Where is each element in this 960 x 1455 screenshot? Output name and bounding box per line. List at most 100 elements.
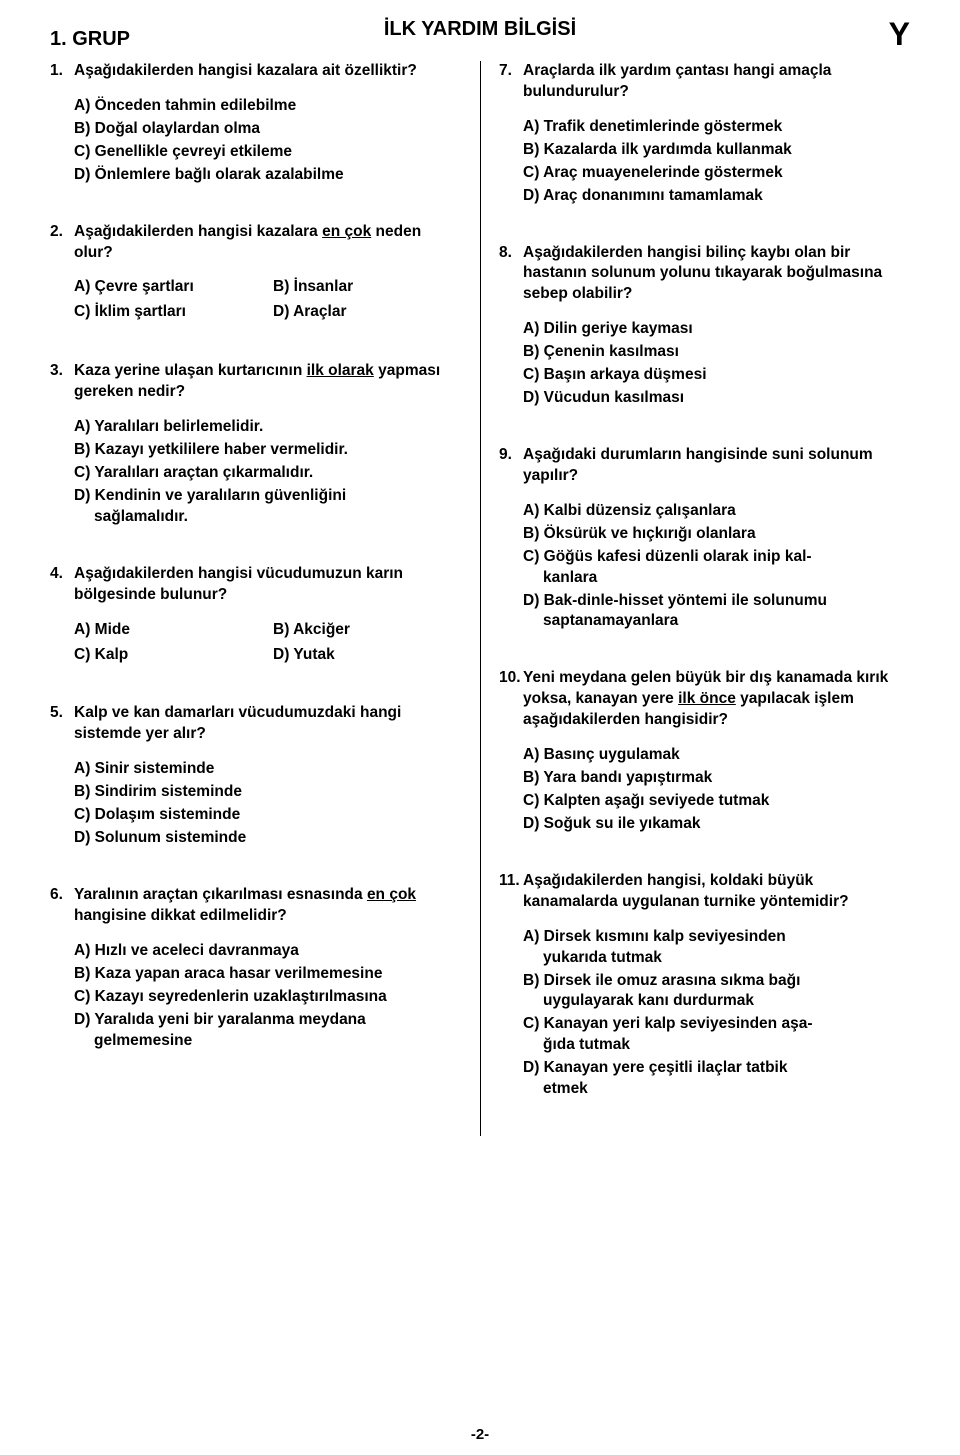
option-c: C) Göğüs kafesi düzenli olarak inip kal-… — [523, 547, 910, 589]
q-text: Kalp ve kan damarları vücudumuzdaki hang… — [74, 703, 462, 745]
option-d: D) Solunum sisteminde — [74, 828, 462, 849]
columns: 1. Aşağıdakilerden hangisi kazalara ait … — [50, 61, 910, 1136]
option-a: A) Mide — [74, 620, 263, 641]
page-number: -2- — [471, 1426, 489, 1443]
q-num: 3. — [50, 361, 74, 382]
option-c: C) İklim şartları — [74, 302, 263, 323]
q-num: 6. — [50, 885, 74, 906]
q-num: 10. — [499, 668, 523, 689]
q-text: Aşağıdaki durumların hangisinde suni sol… — [523, 445, 910, 487]
opt-d-main: D) Bak-dinle-hisset yöntemi ile solunumu — [523, 592, 827, 609]
option-a: A) Dirsek kısmını kalp seviyesinden yuka… — [523, 927, 910, 969]
q-num: 1. — [50, 61, 74, 82]
option-c: C) Araç muayenelerinde göstermek — [523, 163, 910, 184]
option-a: A) Dilin geriye kayması — [523, 319, 910, 340]
opt-d-main: D) Yaralıda yeni bir yaralanma meydana — [74, 1011, 366, 1028]
question-10: 10. Yeni meydana gelen büyük bir dış kan… — [499, 668, 910, 834]
page-header: 1. GRUP İLK YARDIM BİLGİSİ Y — [50, 18, 910, 51]
option-a: A) Kalbi düzensiz çalışanlara — [523, 501, 910, 522]
option-b: B) Kazayı yetkililere haber vermelidir. — [74, 440, 462, 461]
header-letter: Y — [889, 18, 910, 50]
header-title: İLK YARDIM BİLGİSİ — [384, 18, 576, 41]
opt-b-sub: uygulayarak kanı durdurmak — [523, 991, 910, 1012]
option-d: D) Önlemlere bağlı olarak azalabilme — [74, 165, 462, 186]
option-d: D) Yaralıda yeni bir yaralanma meydana g… — [74, 1010, 462, 1052]
option-b: B) Sindirim sisteminde — [74, 782, 462, 803]
q-text-underline: ilk önce — [678, 690, 736, 707]
q-text-pre: Aşağıdakilerden hangisi kazalara — [74, 223, 322, 240]
option-d: D) Araçlar — [273, 302, 462, 323]
opt-d-sub: sağlamalıdır. — [74, 507, 462, 528]
question-1: 1. Aşağıdakilerden hangisi kazalara ait … — [50, 61, 462, 186]
option-b: B) Yara bandı yapıştırmak — [523, 768, 910, 789]
q-num: 4. — [50, 564, 74, 585]
opt-c-main: C) Göğüs kafesi düzenli olarak inip kal- — [523, 548, 812, 565]
opt-d-main: D) Kendinin ve yaralıların güvenliğini — [74, 487, 346, 504]
option-b: B) Akciğer — [273, 620, 462, 641]
q-num: 5. — [50, 703, 74, 724]
options: A) Çevre şartları B) İnsanlar C) İklim ş… — [50, 277, 462, 325]
q-text: Yaralının araçtan çıkarılması esnasında … — [74, 885, 462, 927]
option-a: A) Yaralıları belirlemelidir. — [74, 417, 462, 438]
options: A) Sinir sisteminde B) Sindirim sistemin… — [50, 759, 462, 849]
opt-c-sub: kanlara — [523, 568, 910, 589]
q-text: Aşağıdakilerden hangisi vücudumuzun karı… — [74, 564, 462, 606]
q-num: 7. — [499, 61, 523, 82]
option-c: C) Genellikle çevreyi etkileme — [74, 142, 462, 163]
q-text: Kaza yerine ulaşan kurtarıcının ilk olar… — [74, 361, 462, 403]
option-d: D) Bak-dinle-hisset yöntemi ile solunumu… — [523, 591, 910, 633]
option-a: A) Sinir sisteminde — [74, 759, 462, 780]
page: 1. GRUP İLK YARDIM BİLGİSİ Y 1. Aşağıdak… — [0, 0, 960, 1455]
option-b: B) Kazalarda ilk yardımda kullanmak — [523, 140, 910, 161]
option-c: C) Kanayan yeri kalp seviyesinden aşa- ğ… — [523, 1014, 910, 1056]
option-d: D) Yutak — [273, 645, 462, 666]
q-text-underline: en çok — [367, 886, 416, 903]
options: A) Trafik denetimlerinde göstermek B) Ka… — [499, 117, 910, 207]
option-b: B) Doğal olaylardan olma — [74, 119, 462, 140]
option-c: C) Dolaşım sisteminde — [74, 805, 462, 826]
question-2: 2. Aşağıdakilerden hangisi kazalara en ç… — [50, 222, 462, 326]
opt-a-sub: yukarıda tutmak — [523, 948, 910, 969]
question-9: 9. Aşağıdaki durumların hangisinde suni … — [499, 445, 910, 632]
q-text-underline: en çok — [322, 223, 371, 240]
option-c: C) Yaralıları araçtan çıkarmalıdır. — [74, 463, 462, 484]
options: A) Dilin geriye kayması B) Çenenin kasıl… — [499, 319, 910, 409]
opt-d-main: D) Kanayan yere çeşitli ilaçlar tatbik — [523, 1059, 787, 1076]
q-text-pre: Kaza yerine ulaşan kurtarıcının — [74, 362, 307, 379]
question-11: 11. Aşağıdakilerden hangisi, koldaki büy… — [499, 871, 910, 1100]
q-num: 11. — [499, 871, 523, 892]
options: A) Dirsek kısmını kalp seviyesinden yuka… — [499, 927, 910, 1100]
header-group: 1. GRUP — [50, 28, 130, 51]
opt-c-main: C) Kanayan yeri kalp seviyesinden aşa- — [523, 1015, 812, 1032]
question-3: 3. Kaza yerine ulaşan kurtarıcının ilk o… — [50, 361, 462, 527]
opt-d-sub: etmek — [523, 1079, 910, 1100]
opt-d-sub: saptanamayanlara — [523, 611, 910, 632]
question-4: 4. Aşağıdakilerden hangisi vücudumuzun k… — [50, 564, 462, 668]
opt-c-sub: ğıda tutmak — [523, 1035, 910, 1056]
options: A) Yaralıları belirlemelidir. B) Kazayı … — [50, 417, 462, 528]
option-c: C) Kalp — [74, 645, 263, 666]
q-text-pre: Yaralının araçtan çıkarılması esnasında — [74, 886, 367, 903]
option-d: D) Kendinin ve yaralıların güvenliğini s… — [74, 486, 462, 528]
opt-d-sub: gelmemesine — [74, 1031, 462, 1052]
question-5: 5. Kalp ve kan damarları vücudumuzdaki h… — [50, 703, 462, 849]
option-a: A) Trafik denetimlerinde göstermek — [523, 117, 910, 138]
option-a: A) Çevre şartları — [74, 277, 263, 298]
option-c: C) Başın arkaya düşmesi — [523, 365, 910, 386]
q-text: Araçlarda ilk yardım çantası hangi amaçl… — [523, 61, 910, 103]
option-d: D) Vücudun kasılması — [523, 388, 910, 409]
option-a: A) Hızlı ve aceleci davranmaya — [74, 941, 462, 962]
opt-b-main: B) Dirsek ile omuz arasına sıkma bağı — [523, 972, 800, 989]
q-text: Aşağıdakilerden hangisi kazalara en çok … — [74, 222, 462, 264]
opt-a-main: A) Dirsek kısmını kalp seviyesinden — [523, 928, 786, 945]
q-text: Aşağıdakilerden hangisi bilinç kaybı ola… — [523, 243, 910, 306]
question-8: 8. Aşağıdakilerden hangisi bilinç kaybı … — [499, 243, 910, 409]
question-6: 6. Yaralının araçtan çıkarılması esnasın… — [50, 885, 462, 1051]
q-num: 2. — [50, 222, 74, 243]
options: A) Basınç uygulamak B) Yara bandı yapışt… — [499, 745, 910, 835]
options: A) Önceden tahmin edilebilme B) Doğal ol… — [50, 96, 462, 186]
option-b: B) İnsanlar — [273, 277, 462, 298]
q-text-underline: ilk olarak — [307, 362, 374, 379]
option-c: C) Kazayı seyredenlerin uzaklaştırılması… — [74, 987, 462, 1008]
option-b: B) Öksürük ve hıçkırığı olanlara — [523, 524, 910, 545]
